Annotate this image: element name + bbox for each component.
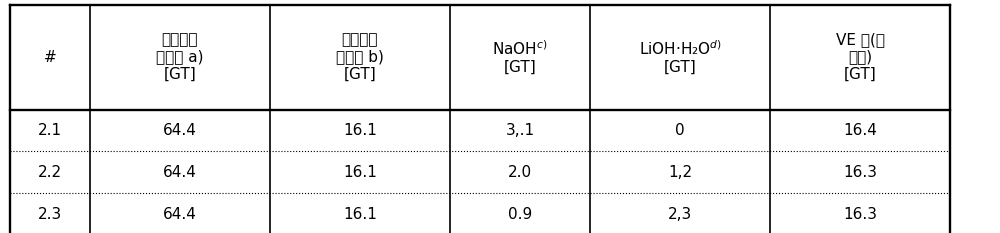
Text: 64.4: 64.4: [163, 165, 197, 180]
Text: 0: 0: [675, 123, 685, 138]
Text: 2.2: 2.2: [38, 165, 62, 180]
Text: 钾水玻璃
粘合剂 b)
[GT]: 钾水玻璃 粘合剂 b) [GT]: [336, 32, 384, 82]
Text: 64.4: 64.4: [163, 123, 197, 138]
Text: 16.1: 16.1: [343, 165, 377, 180]
Text: 2,3: 2,3: [668, 207, 692, 222]
Text: 16.3: 16.3: [843, 165, 877, 180]
Text: NaOH$^{c)}$
[GT]: NaOH$^{c)}$ [GT]: [492, 39, 548, 75]
Text: 16.1: 16.1: [343, 207, 377, 222]
Text: 16.3: 16.3: [843, 207, 877, 222]
Text: 64.4: 64.4: [163, 207, 197, 222]
Text: 2.1: 2.1: [38, 123, 62, 138]
Text: 2.3: 2.3: [38, 207, 62, 222]
Text: 3,.1: 3,.1: [505, 123, 535, 138]
Text: LiOH·H₂O$^{d)}$
[GT]: LiOH·H₂O$^{d)}$ [GT]: [639, 39, 721, 75]
Text: #: #: [44, 50, 56, 65]
Text: 钠水玻璃
粘合剂 a)
[GT]: 钠水玻璃 粘合剂 a) [GT]: [156, 32, 204, 82]
Text: 16.1: 16.1: [343, 123, 377, 138]
Text: VE 水(附
加的)
[GT]: VE 水(附 加的) [GT]: [836, 32, 885, 82]
Text: 0.9: 0.9: [508, 207, 532, 222]
Text: 2.0: 2.0: [508, 165, 532, 180]
Text: 16.4: 16.4: [843, 123, 877, 138]
Text: 1,2: 1,2: [668, 165, 692, 180]
